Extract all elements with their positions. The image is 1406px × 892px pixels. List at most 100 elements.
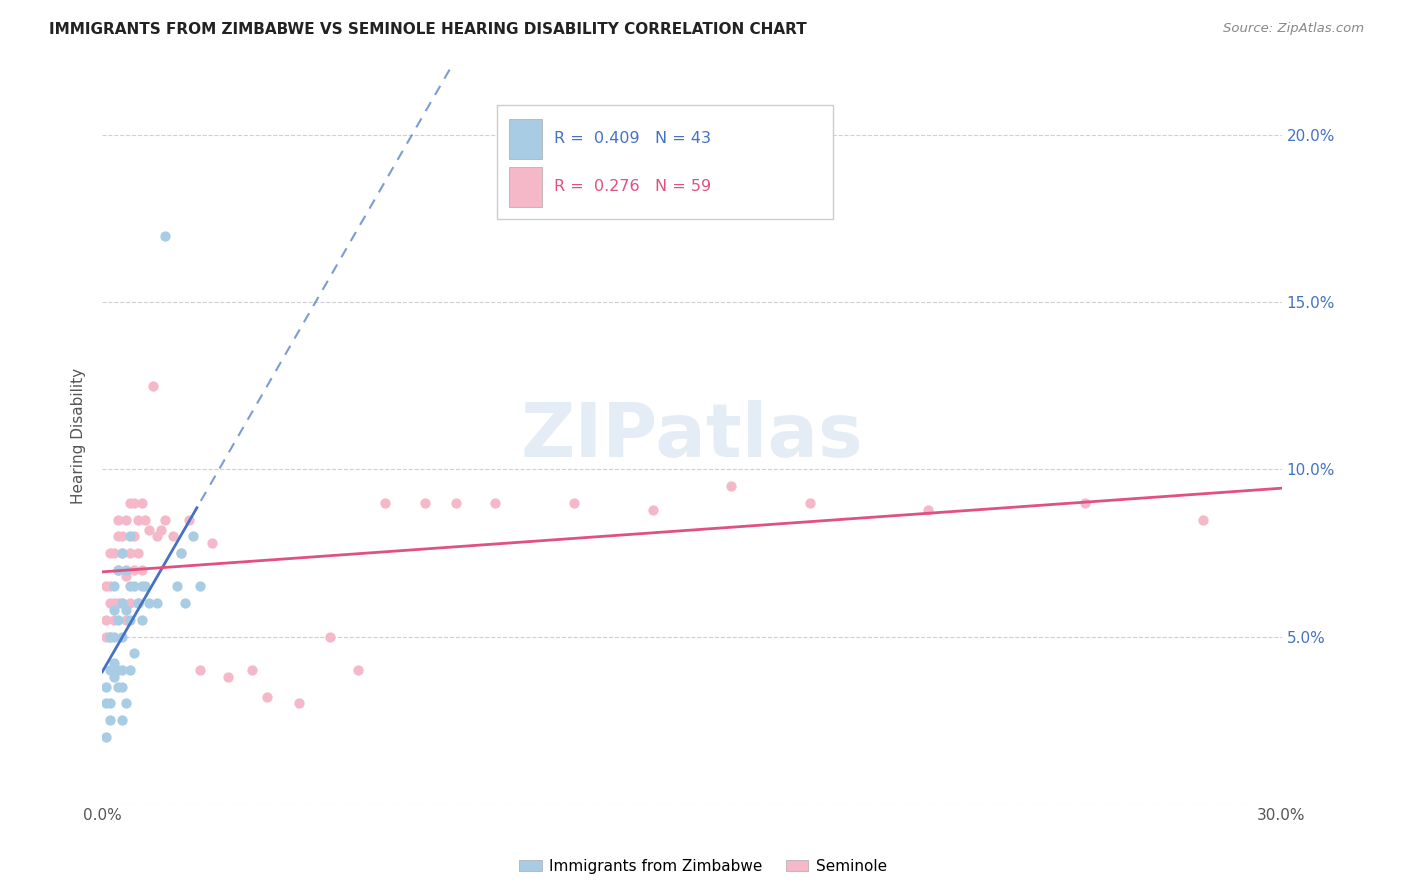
Point	[256, 690, 278, 704]
Point	[146, 596, 169, 610]
Point	[98, 546, 121, 560]
Point	[1192, 513, 1215, 527]
Point	[114, 697, 136, 711]
Point	[122, 529, 145, 543]
Point	[131, 563, 153, 577]
Point	[131, 579, 153, 593]
Point	[94, 697, 117, 711]
Point	[118, 663, 141, 677]
Point	[111, 596, 134, 610]
Point	[142, 379, 165, 393]
Point	[107, 529, 129, 543]
Point	[138, 596, 160, 610]
Point	[103, 630, 125, 644]
Point	[146, 529, 169, 543]
Point	[287, 697, 309, 711]
Point	[720, 479, 742, 493]
Point	[150, 523, 173, 537]
Point	[94, 730, 117, 744]
Point	[484, 496, 506, 510]
Point	[111, 680, 134, 694]
Point	[444, 496, 467, 510]
Point	[118, 496, 141, 510]
Point	[201, 536, 224, 550]
Point	[181, 529, 204, 543]
Text: R =  0.409   N = 43: R = 0.409 N = 43	[554, 131, 711, 146]
Point	[118, 579, 141, 593]
Point	[127, 596, 149, 610]
Point	[413, 496, 436, 510]
Point	[153, 513, 176, 527]
Point	[319, 630, 342, 644]
Point	[98, 596, 121, 610]
Point	[138, 523, 160, 537]
Point	[98, 713, 121, 727]
Point	[98, 630, 121, 644]
Point	[374, 496, 396, 510]
Point	[94, 579, 117, 593]
Point	[166, 579, 188, 593]
FancyBboxPatch shape	[498, 105, 834, 219]
Point	[170, 546, 193, 560]
Point	[114, 513, 136, 527]
Point	[122, 646, 145, 660]
Point	[111, 546, 134, 560]
Point	[94, 630, 117, 644]
Point	[114, 569, 136, 583]
Point	[94, 613, 117, 627]
Point	[118, 613, 141, 627]
Point	[107, 596, 129, 610]
Point	[562, 496, 585, 510]
Point	[103, 670, 125, 684]
Point	[114, 613, 136, 627]
Point	[111, 529, 134, 543]
Point	[103, 603, 125, 617]
Point	[98, 630, 121, 644]
Point	[153, 228, 176, 243]
Point	[107, 513, 129, 527]
Point	[190, 579, 212, 593]
Point	[98, 579, 121, 593]
FancyBboxPatch shape	[509, 119, 543, 159]
Point	[131, 613, 153, 627]
Point	[346, 663, 368, 677]
Text: IMMIGRANTS FROM ZIMBABWE VS SEMINOLE HEARING DISABILITY CORRELATION CHART: IMMIGRANTS FROM ZIMBABWE VS SEMINOLE HEA…	[49, 22, 807, 37]
Y-axis label: Hearing Disability: Hearing Disability	[72, 368, 86, 504]
Point	[173, 596, 195, 610]
Point	[98, 697, 121, 711]
Point	[118, 546, 141, 560]
Point	[240, 663, 263, 677]
Point	[170, 546, 193, 560]
Text: R =  0.276   N = 59: R = 0.276 N = 59	[554, 179, 711, 194]
Point	[1074, 496, 1097, 510]
Point	[641, 502, 664, 516]
Point	[122, 563, 145, 577]
Point	[107, 663, 129, 677]
Point	[114, 563, 136, 577]
Point	[190, 663, 212, 677]
Point	[134, 513, 156, 527]
Point	[114, 603, 136, 617]
Point	[122, 496, 145, 510]
Point	[127, 546, 149, 560]
Point	[103, 579, 125, 593]
Point	[111, 663, 134, 677]
FancyBboxPatch shape	[509, 167, 543, 208]
Point	[103, 613, 125, 627]
Text: Source: ZipAtlas.com: Source: ZipAtlas.com	[1223, 22, 1364, 36]
Point	[162, 529, 184, 543]
Point	[107, 563, 129, 577]
Point	[111, 630, 134, 644]
Legend: Immigrants from Zimbabwe, Seminole: Immigrants from Zimbabwe, Seminole	[513, 853, 893, 880]
Point	[111, 546, 134, 560]
Point	[799, 496, 821, 510]
Point	[111, 713, 134, 727]
Point	[107, 613, 129, 627]
Point	[127, 596, 149, 610]
Point	[98, 663, 121, 677]
Point	[118, 529, 141, 543]
Point	[103, 657, 125, 671]
Point	[103, 546, 125, 560]
Point	[118, 596, 141, 610]
Point	[134, 579, 156, 593]
